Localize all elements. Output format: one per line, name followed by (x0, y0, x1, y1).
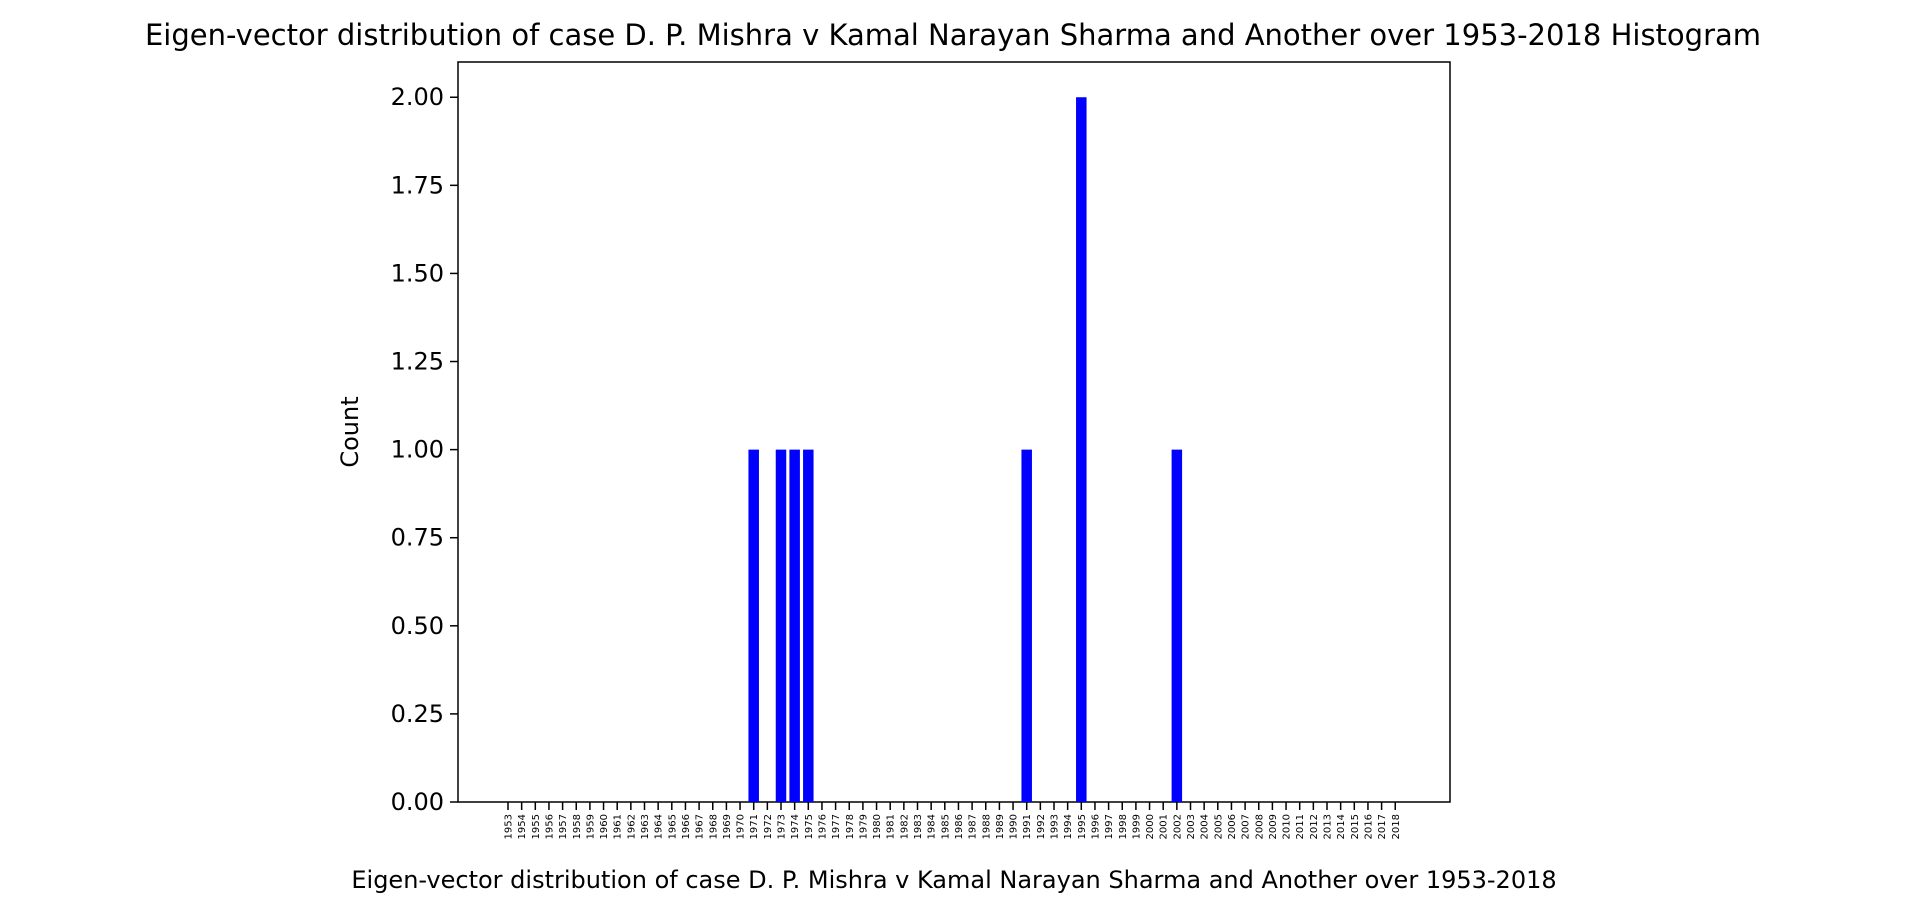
x-tick-label: 1992 (1036, 814, 1047, 839)
y-tick-label: 0.50 (391, 612, 444, 640)
x-tick-label: 2001 (1159, 814, 1170, 839)
x-tick-label: 1973 (777, 814, 788, 839)
x-tick-label: 1993 (1050, 814, 1061, 839)
x-tick-label: 1962 (626, 814, 637, 839)
x-tick-label: 2018 (1391, 814, 1402, 839)
x-tick-label: 1961 (613, 814, 624, 839)
x-tick-label: 1976 (817, 814, 828, 839)
bar-1974 (789, 449, 800, 802)
x-tick-label: 2009 (1268, 814, 1279, 839)
x-tick-label: 1987 (968, 814, 979, 839)
y-tick-label: 2.00 (391, 83, 444, 111)
x-tick-label: 1982 (899, 814, 910, 839)
x-tick-label: 2011 (1295, 814, 1306, 839)
x-tick-label: 1959 (585, 814, 596, 839)
x-tick-label: 2016 (1363, 814, 1374, 839)
x-tick-label: 1975 (804, 814, 815, 839)
x-tick-label: 1988 (981, 814, 992, 839)
x-tick-label: 1990 (1009, 814, 1020, 839)
x-tick-label: 1980 (872, 814, 883, 839)
x-tick-label: 1953 (504, 814, 515, 839)
x-tick-label: 1974 (790, 814, 801, 839)
x-tick-label: 2004 (1200, 814, 1211, 839)
x-tick-label: 2000 (1145, 814, 1156, 839)
x-tick-label: 1991 (1022, 814, 1033, 839)
y-axis-label: Count (336, 396, 364, 467)
x-tick-label: 1979 (858, 814, 869, 839)
y-tick-label: 0.75 (391, 524, 444, 552)
x-tick-label: 2012 (1309, 814, 1320, 839)
x-tick-label: 1966 (681, 814, 692, 839)
y-tick-label: 0.00 (391, 788, 444, 816)
y-tick-label: 1.75 (391, 171, 444, 199)
x-tick-label: 1984 (927, 814, 938, 839)
x-tick-label: 1997 (1104, 814, 1115, 839)
y-axis: 0.00 0.25 0.50 0.75 1.00 1.25 1.50 1.75 2.00 (391, 83, 458, 816)
bar-1971 (748, 449, 759, 802)
x-tick-label: 1981 (886, 814, 897, 839)
x-tick-label: 1978 (845, 814, 856, 839)
y-tick-label: 1.50 (391, 259, 444, 287)
x-tick-label: 1994 (1063, 814, 1074, 839)
y-tick-label: 1.25 (391, 348, 444, 376)
x-tick-label: 1957 (558, 814, 569, 839)
x-axis-label: Eigen-vector distribution of case D. P. … (351, 866, 1556, 894)
x-axis: 1953 1954 1955 1956 1957 1958 1959 1960 1961 1962… (504, 802, 1402, 839)
y-tick-label: 0.25 (391, 700, 444, 728)
x-tick-label: 1969 (722, 814, 733, 839)
x-tick-label: 1956 (544, 814, 555, 839)
x-tick-label: 1964 (654, 814, 665, 839)
x-tick-label: 2007 (1241, 814, 1252, 839)
bars-group (748, 97, 1183, 803)
x-tick-label: 1995 (1077, 814, 1088, 839)
x-tick-label: 1958 (572, 814, 583, 839)
x-tick-label: 1983 (913, 814, 924, 839)
bar-1975 (803, 449, 814, 802)
x-tick-label: 2014 (1336, 814, 1347, 839)
x-tick-label: 2005 (1213, 814, 1224, 839)
x-tick-label: 2015 (1350, 814, 1361, 839)
bar-1973 (775, 449, 787, 802)
x-tick-label: 1955 (531, 814, 542, 839)
x-tick-label: 1998 (1118, 814, 1129, 839)
x-tick-label: 2017 (1377, 814, 1388, 839)
x-tick-label: 1968 (708, 814, 719, 839)
x-tick-label: 2013 (1323, 814, 1334, 839)
x-tick-label: 1996 (1090, 814, 1101, 839)
x-tick-label: 2006 (1227, 814, 1238, 839)
x-tick-label: 1971 (749, 814, 760, 839)
x-tick-label: 1970 (736, 814, 747, 839)
chart-title: Eigen-vector distribution of case D. P. … (145, 18, 1761, 52)
x-tick-label: 2003 (1186, 814, 1197, 839)
x-tick-label: 1986 (954, 814, 965, 839)
bar-1995 (1076, 97, 1087, 803)
x-tick-label: 1954 (517, 814, 528, 839)
bar-1991 (1021, 449, 1032, 802)
x-tick-label: 1963 (640, 814, 651, 839)
x-tick-label: 1989 (995, 814, 1006, 839)
x-tick-label: 2008 (1254, 814, 1265, 839)
x-tick-label: 1967 (695, 814, 706, 839)
bar-2002 (1171, 449, 1183, 802)
x-tick-label: 1960 (599, 814, 610, 839)
x-tick-label: 1999 (1131, 814, 1142, 839)
x-tick-label: 2002 (1172, 814, 1183, 839)
x-tick-label: 1965 (667, 814, 678, 839)
plot-area-frame (457, 61, 1451, 803)
y-tick-label: 1.00 (391, 436, 444, 464)
x-tick-label: 2010 (1282, 814, 1293, 839)
x-tick-label: 1977 (831, 814, 842, 839)
x-tick-label: 1985 (940, 814, 951, 839)
x-tick-label: 1972 (763, 814, 774, 839)
